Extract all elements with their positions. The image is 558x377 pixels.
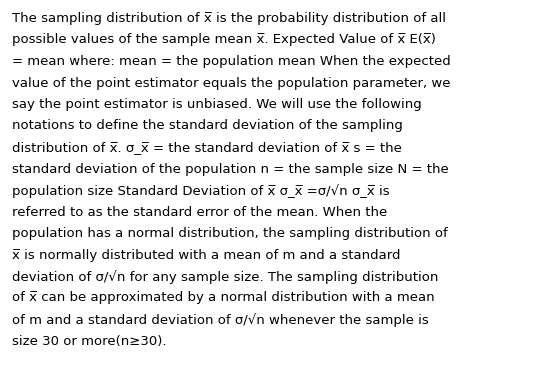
Text: = mean where: mean = the population mean When the expected: = mean where: mean = the population mean… [12, 55, 451, 68]
Text: say the point estimator is unbiased. We will use the following: say the point estimator is unbiased. We … [12, 98, 422, 111]
Text: population has a normal distribution, the sampling distribution of: population has a normal distribution, th… [12, 227, 448, 240]
Text: x̅ is normally distributed with a mean of m and a standard: x̅ is normally distributed with a mean o… [12, 248, 401, 262]
Text: standard deviation of the population n = the sample size N = the: standard deviation of the population n =… [12, 162, 449, 176]
Text: distribution of x̅. σ_x̅ = the standard deviation of x̅ s = the: distribution of x̅. σ_x̅ = the standard … [12, 141, 402, 154]
Text: of m and a standard deviation of σ/√n whenever the sample is: of m and a standard deviation of σ/√n wh… [12, 313, 429, 327]
Text: The sampling distribution of x̅ is the probability distribution of all: The sampling distribution of x̅ is the p… [12, 12, 446, 25]
Text: population size Standard Deviation of x̅ σ_x̅ =σ/√n σ_x̅ is: population size Standard Deviation of x̅… [12, 184, 389, 198]
Text: deviation of σ/√n for any sample size. The sampling distribution: deviation of σ/√n for any sample size. T… [12, 270, 439, 284]
Text: size 30 or more(n≥30).: size 30 or more(n≥30). [12, 334, 166, 348]
Text: referred to as the standard error of the mean. When the: referred to as the standard error of the… [12, 205, 387, 219]
Text: value of the point estimator equals the population parameter, we: value of the point estimator equals the … [12, 77, 450, 89]
Text: of x̅ can be approximated by a normal distribution with a mean: of x̅ can be approximated by a normal di… [12, 291, 435, 305]
Text: possible values of the sample mean x̅. Expected Value of x̅ E(x̅): possible values of the sample mean x̅. E… [12, 34, 436, 46]
Text: notations to define the standard deviation of the sampling: notations to define the standard deviati… [12, 120, 403, 132]
